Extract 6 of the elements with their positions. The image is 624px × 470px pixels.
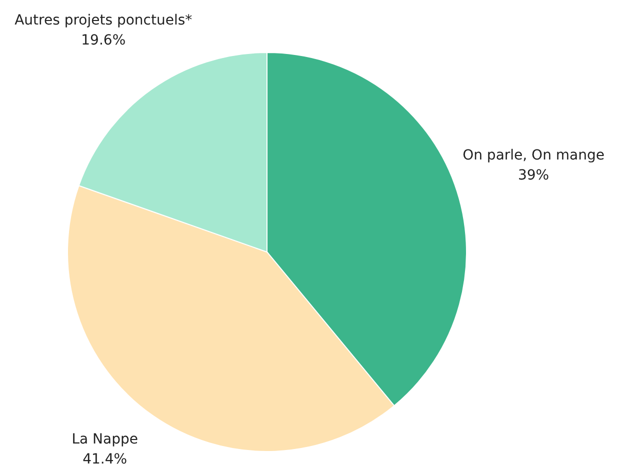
slice-label: On parle, On mange: [462, 148, 604, 164]
slice-label: Autres projets ponctuels*: [14, 12, 192, 28]
slice-label: La Nappe: [72, 432, 138, 448]
data-label: 41.4%: [82, 452, 128, 468]
data-label: 19.6%: [81, 32, 126, 48]
data-label: 39%: [518, 168, 550, 184]
